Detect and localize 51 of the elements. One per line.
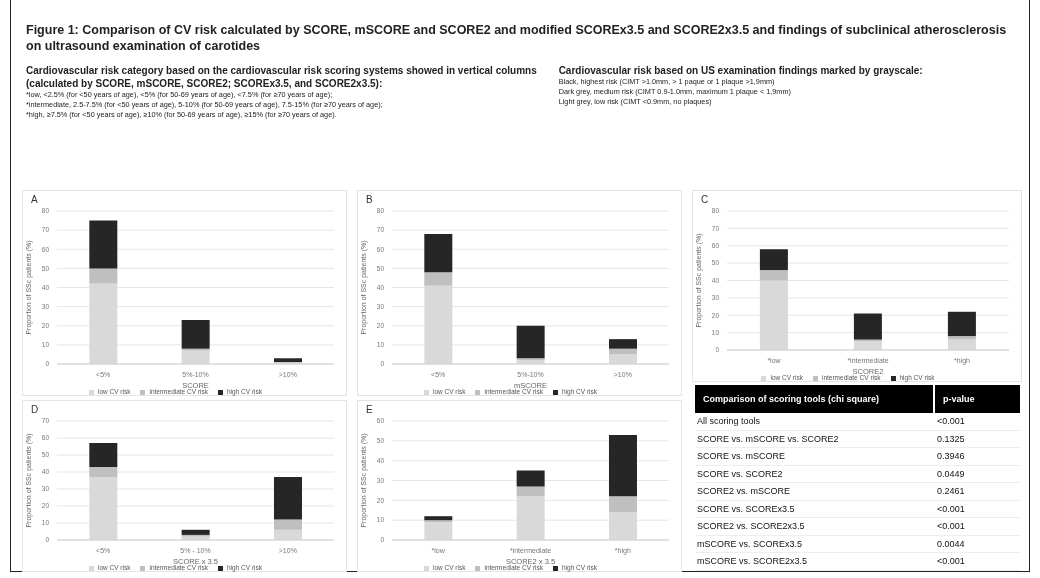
bar [89,268,118,284]
chart-title: D [31,404,39,415]
chart-title: C [701,194,709,205]
bar [759,270,788,281]
bar [181,320,210,349]
category-label: SCORE2 vs. SCORE2x3.5 [696,521,806,532]
bar [947,336,976,340]
chart-title: B [366,194,373,205]
category-label: SCORE vs. SCORE2 [696,468,784,479]
chart-title: A [31,194,38,205]
bar [516,325,545,359]
bar [273,477,302,520]
text: 0.2461 [937,486,965,497]
bar [759,249,788,271]
category-label: SCORE vs. mSCORE [696,451,786,462]
text: 0.0044 [937,538,965,549]
bar [424,233,453,273]
text: p-value [942,394,975,404]
text: Cardiovascular risk category based on the cardiovascular risk scoring systems showed in vertical columns (calculated by SCORE, mSCORE, SCORE2; SCOREx3.5, and SCORE2x3.5): [26,64,538,90]
category-label: mSCORE vs. SCOREx3.5 [696,538,804,549]
bar [273,358,302,363]
chart-title: E [366,404,373,415]
bar [947,311,976,337]
text: Comparison of scoring tools (chi square) [695,385,935,413]
bar [516,470,545,487]
legend-title: Cardiovascular risk based on US examination findings marked by grayscale: [558,64,924,77]
bar [424,272,453,286]
text: 0.3946 [937,451,965,462]
category-label: All scoring tools [696,416,762,427]
category-label: SCORE vs. mSCORE vs. SCORE2 [696,433,840,444]
text: <0.001 [937,556,965,567]
bar [89,220,118,269]
bar [516,486,545,497]
bar [89,466,118,478]
bar [853,313,882,340]
text: 0.0449 [937,468,965,479]
text: <0.001 [937,503,965,514]
bar [608,434,637,497]
bar [608,339,637,349]
text: 0.1325 [937,433,965,444]
text: <0.001 [937,521,965,532]
category-label: SCORE vs. SCOREx3.5 [696,503,796,514]
bar [273,519,302,530]
category-label: mSCORE vs. SCORE2x3.5 [696,556,809,567]
text: Figure 1: Comparison of CV risk calculated by SCORE, mSCORE and SCORE2 and modified SCOREx3.5 and SCORE2x3.5 and findings of subclinical atherosclerosis on ultrasound examination of carotides [26,22,1008,54]
bar [181,529,210,535]
bar [424,516,453,521]
text: <0.001 [937,416,965,427]
bar [89,443,118,467]
bar [608,496,637,513]
category-label: SCORE2 vs. mSCORE [696,486,791,497]
